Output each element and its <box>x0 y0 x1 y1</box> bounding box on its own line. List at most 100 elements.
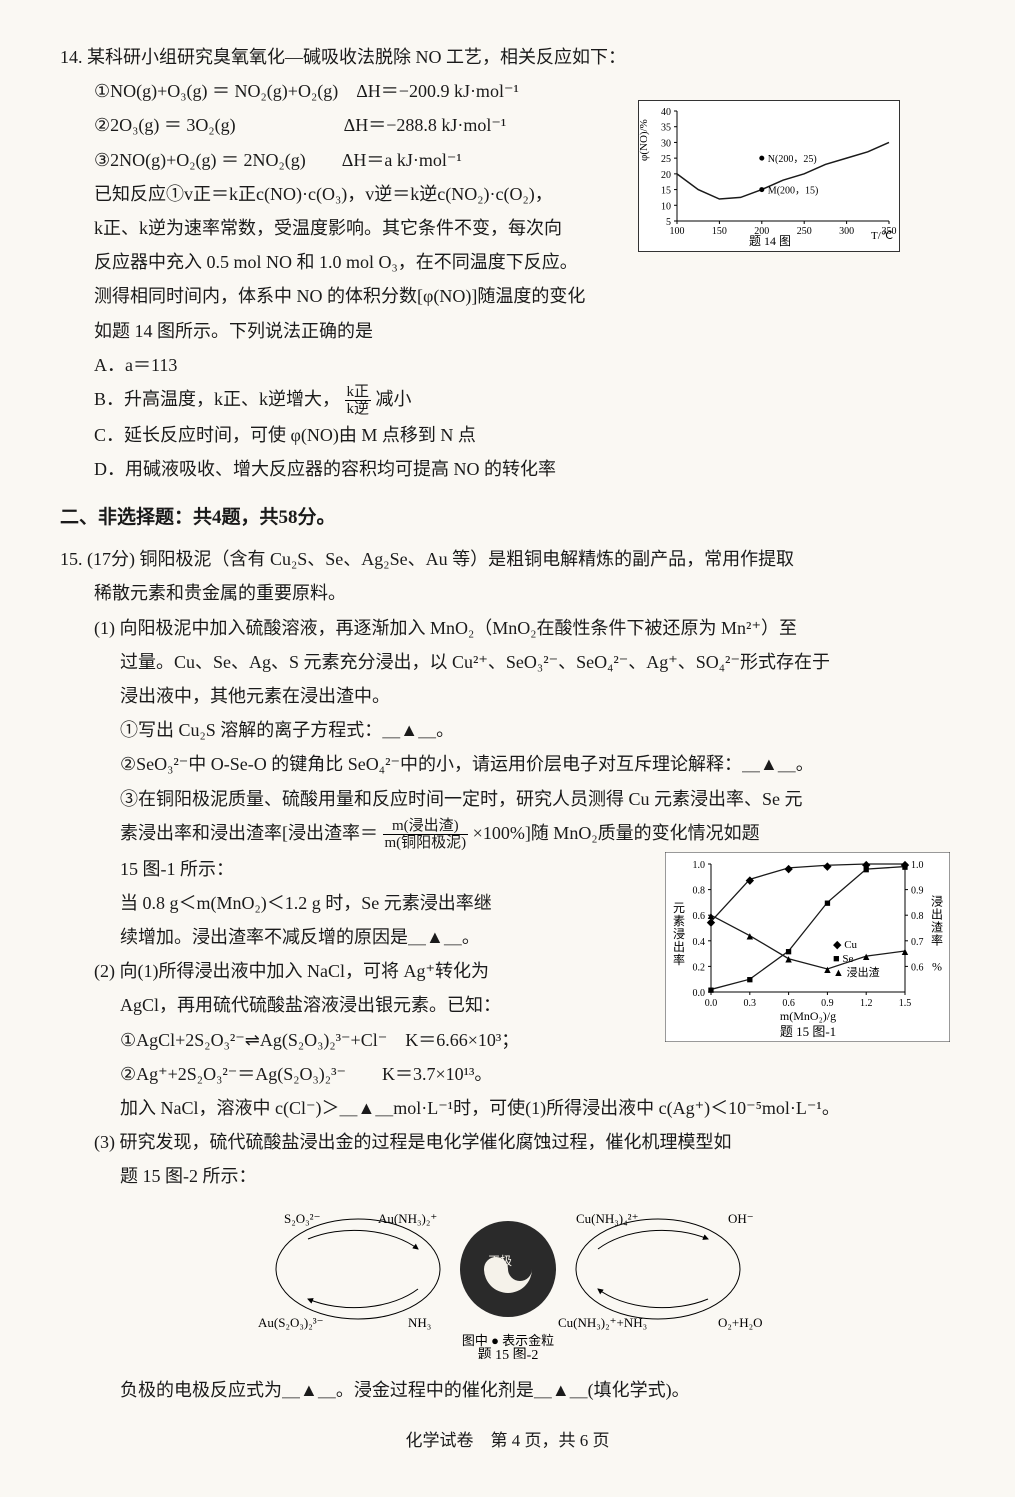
q15-number: 15. <box>60 549 83 569</box>
svg-text:0.7: 0.7 <box>911 936 924 947</box>
svg-text:题 14 图: 题 14 图 <box>749 234 791 248</box>
svg-text:■: ■ <box>746 974 753 986</box>
svg-text:0.8: 0.8 <box>693 885 706 896</box>
svg-text:30: 30 <box>661 138 671 149</box>
chart-14: 510152025303540 100150200250300350 N(200… <box>638 100 900 252</box>
svg-text:▲: ▲ <box>706 910 717 922</box>
svg-text:Au(S₂O₃)₂³⁻: Au(S₂O₃)₂³⁻ <box>258 1315 324 1330</box>
svg-text:0.6: 0.6 <box>782 998 795 1009</box>
svg-text:▲: ▲ <box>861 951 872 963</box>
svg-text:■: ■ <box>902 861 909 873</box>
svg-text:◆: ◆ <box>746 874 755 886</box>
chart-15: 0.0 0.2 0.4 0.6 0.8 1.0 0.6 0.7 0.8 0.9 1.0 0.0 0.… <box>665 852 950 1042</box>
svg-text:0.0: 0.0 <box>693 988 706 999</box>
q14-stem: 某科研小组研究臭氧氧化—碱吸收法脱除 NO 工艺，相关反应如下： <box>87 47 626 67</box>
svg-text:0.9: 0.9 <box>821 998 834 1009</box>
q15-stem1: 铜阳极泥（含有 Cu₂S、Se、Ag₂Se、Au 等）是粗铜电解精炼的副产品，常… <box>140 549 795 569</box>
svg-text:元素浸出率: 元素浸出率 <box>673 901 685 967</box>
svg-text:▲: ▲ <box>822 964 833 976</box>
q14-opt-b-frac: k正 k逆 <box>345 384 372 418</box>
svg-text:10: 10 <box>661 201 671 212</box>
svg-text:1.2: 1.2 <box>860 998 873 1009</box>
svg-text:0.8: 0.8 <box>911 911 924 922</box>
svg-text:▲: ▲ <box>783 953 794 965</box>
diagram-15-2: 正极 S₂O₃²⁻ Au(NH₃)₂⁺ Cu(NH₃)₄²⁺ OH⁻ Au(S₂… <box>60 1199 955 1370</box>
q14-b-frac-den: k逆 <box>345 401 372 418</box>
svg-text:1.0: 1.0 <box>911 860 924 871</box>
svg-text:S₂O₃²⁻: S₂O₃²⁻ <box>284 1211 320 1226</box>
svg-text:0.4: 0.4 <box>693 936 706 947</box>
svg-text:M(200，15): M(200，15) <box>768 186 819 197</box>
svg-text:40: 40 <box>661 107 671 118</box>
page-footer: 化学试卷 第 4 页，共 6 页 <box>60 1425 955 1457</box>
svg-text:T/℃: T/℃ <box>871 230 893 242</box>
q15-p3-2: 题 15 图-2 所示： <box>60 1159 955 1193</box>
svg-text:浸出渣率 %: 浸出渣率 % <box>931 894 943 973</box>
q15-p1-c2: 素浸出率和浸出渣率[浸出渣率＝ m(浸出渣) m(铜阳极泥) ×100%]随 M… <box>60 816 955 852</box>
q14-opt-b-pre: B．升高温度，k正、k逆增大， <box>94 389 340 409</box>
svg-text:◆: ◆ <box>823 860 832 872</box>
svg-text:0.9: 0.9 <box>911 885 924 896</box>
svg-text:15: 15 <box>661 186 671 197</box>
svg-text:■: ■ <box>824 897 831 909</box>
svg-text:N(200，25): N(200，25) <box>768 154 817 165</box>
section-2-title: 二、非选择题：共4题，共58分。 <box>60 500 955 536</box>
svg-text:NH₃: NH₃ <box>408 1315 431 1330</box>
svg-text:O₂+H₂O: O₂+H₂O <box>718 1315 763 1330</box>
svg-text:▲ 浸出渣: ▲ 浸出渣 <box>833 965 880 979</box>
svg-text:1.0: 1.0 <box>693 860 706 871</box>
q15-p1-3: 浸出液中，其他元素在浸出渣中。 <box>60 679 955 713</box>
svg-text:■: ■ <box>863 864 870 876</box>
svg-text:20: 20 <box>661 170 671 181</box>
svg-text:250: 250 <box>797 226 812 237</box>
q15-p1-c2a: 素浸出率和浸出渣率[浸出渣率＝ <box>120 823 378 843</box>
svg-text:100: 100 <box>670 226 685 237</box>
q14-stem-line: 14. 某科研小组研究臭氧氧化—碱吸收法脱除 NO 工艺，相关反应如下： <box>60 40 955 74</box>
svg-text:m(MnO₂)/g: m(MnO₂)/g <box>780 1009 836 1023</box>
svg-text:▲: ▲ <box>744 930 755 942</box>
q14-number: 14. <box>60 47 83 67</box>
q14-known4: 测得相同时间内，体系中 NO 的体积分数[φ(NO)]随温度的变化 <box>60 279 955 313</box>
q14-known5: 如题 14 图所示。下列说法正确的是 <box>60 314 955 348</box>
svg-text:300: 300 <box>839 226 854 237</box>
q15-stem2: 稀散元素和贵金属的重要原料。 <box>60 576 955 610</box>
svg-text:■ Se: ■ Se <box>833 953 854 965</box>
svg-text:150: 150 <box>712 226 727 237</box>
svg-text:题 15 图-1: 题 15 图-1 <box>780 1024 836 1039</box>
q15-points: (17分) <box>87 549 135 569</box>
svg-text:Cu(NH₃)₄²⁺: Cu(NH₃)₄²⁺ <box>576 1211 638 1226</box>
svg-text:1.5: 1.5 <box>899 998 912 1009</box>
q15-p1-c: ③在铜阳极泥质量、硫酸用量和反应时间一定时，研究人员测得 Cu 元素浸出率、Se… <box>60 782 955 816</box>
svg-text:0.6: 0.6 <box>693 911 706 922</box>
svg-text:0.6: 0.6 <box>911 962 924 973</box>
svg-text:0.0: 0.0 <box>705 998 718 1009</box>
svg-text:正极: 正极 <box>488 1254 512 1268</box>
q15-p1-b: ②SeO₃²⁻中 O-Se-O 的键角比 SeO₄²⁻中的小，请运用价层电子对互… <box>60 747 955 781</box>
svg-text:◆: ◆ <box>784 862 793 874</box>
svg-text:■: ■ <box>708 984 715 996</box>
q15-frac: m(浸出渣) m(铜阳极泥) <box>383 818 469 852</box>
chart-15-wrap: 0.0 0.2 0.4 0.6 0.8 1.0 0.6 0.7 0.8 0.9 1.0 0.0 0.… <box>665 852 955 1053</box>
q15-p2-5: 加入 NaCl，溶液中 c(Cl⁻)＞＿▲＿mol·L⁻¹时，可使(1)所得浸出… <box>60 1091 955 1125</box>
svg-text:题 15 图-2: 题 15 图-2 <box>477 1348 538 1359</box>
svg-text:φ(NO)/%: φ(NO)/% <box>639 119 650 161</box>
svg-text:Au(NH₃)₂⁺: Au(NH₃)₂⁺ <box>378 1211 437 1226</box>
svg-text:0.2: 0.2 <box>693 962 706 973</box>
q14-opt-b: B．升高温度，k正、k逆增大， k正 k逆 减小 <box>60 382 955 418</box>
q15-p1-2: 过量。Cu、Se、Ag、S 元素充分浸出，以 Cu²⁺、SeO₃²⁻、SeO₄²… <box>60 645 955 679</box>
svg-text:25: 25 <box>661 154 671 165</box>
q15-p1-1: (1) 向阳极泥中加入硫酸溶液，再逐渐加入 MnO₂（MnO₂在酸性条件下被还原… <box>60 611 955 645</box>
q14-opt-a: A．a＝113 <box>60 348 955 382</box>
question-15: 15. (17分) 铜阳极泥（含有 Cu₂S、Se、Ag₂Se、Au 等）是粗铜… <box>60 542 955 1407</box>
svg-text:▲: ▲ <box>900 946 911 958</box>
svg-text:Cu(NH₃)₂⁺+NH₃: Cu(NH₃)₂⁺+NH₃ <box>558 1315 647 1330</box>
q14-opt-b-post: 减小 <box>376 389 412 409</box>
q14-opt-d: D．用碱液吸收、增大反应器的容积均可提高 NO 的转化率 <box>60 452 955 486</box>
q15-p1-a: ①写出 Cu₂S 溶解的离子方程式：＿▲＿。 <box>60 713 955 747</box>
q15-frac-num: m(浸出渣) <box>383 818 469 836</box>
q15-stem-line1: 15. (17分) 铜阳极泥（含有 Cu₂S、Se、Ag₂Se、Au 等）是粗铜… <box>60 542 955 576</box>
svg-text:图中 ● 表示金粒: 图中 ● 表示金粒 <box>461 1333 553 1348</box>
q15-p3-1: (3) 研究发现，硫代硫酸盐浸出金的过程是电化学催化腐蚀过程，催化机理模型如 <box>60 1125 955 1159</box>
q14-b-frac-num: k正 <box>345 384 372 402</box>
svg-text:◆ Cu: ◆ Cu <box>833 939 858 951</box>
